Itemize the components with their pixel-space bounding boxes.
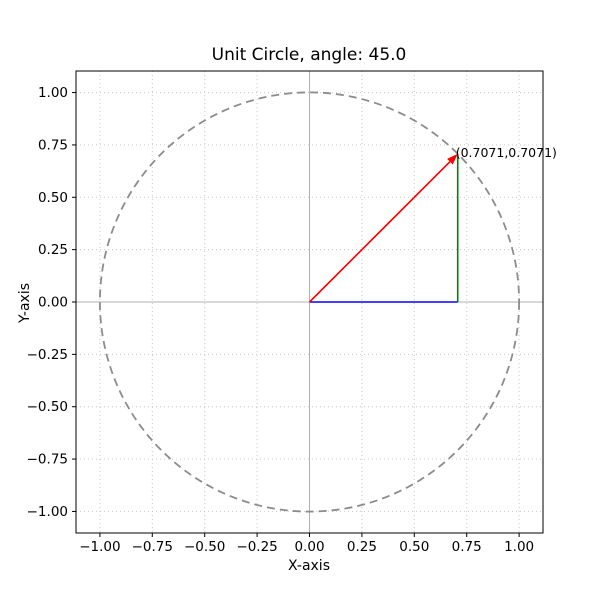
x-tick-label: 1.00 bbox=[504, 539, 534, 555]
x-tick-label: −1.00 bbox=[79, 539, 120, 555]
y-tick-label: −0.75 bbox=[27, 452, 68, 468]
point-annotation: (0.7071,0.7071) bbox=[455, 144, 557, 160]
x-tick-label: 0.75 bbox=[452, 539, 482, 555]
y-axis-label: Y-axis bbox=[17, 283, 33, 323]
y-tick-label: 0.25 bbox=[38, 242, 68, 258]
plot-title: Unit Circle, angle: 45.0 bbox=[211, 45, 407, 65]
x-tick-label: 0.25 bbox=[347, 539, 377, 555]
unit-circle-line bbox=[98, 91, 521, 513]
x-tick-label: −0.25 bbox=[236, 539, 277, 555]
x-tick-label: −0.75 bbox=[132, 539, 173, 555]
y-tick-label: −1.00 bbox=[27, 504, 68, 520]
x-tick-label: 0.50 bbox=[399, 539, 429, 555]
x-tick-label: −0.50 bbox=[184, 539, 225, 555]
y-tick-label: 0.50 bbox=[38, 190, 68, 206]
y-tick-label: 0.75 bbox=[38, 137, 68, 153]
y-tick-label: −0.50 bbox=[27, 399, 68, 415]
x-tick-label: 0.00 bbox=[294, 539, 324, 555]
hypotenuse-arrowhead-icon bbox=[447, 153, 458, 165]
y-tick-label: −0.25 bbox=[27, 347, 68, 363]
x-axis-label: X-axis bbox=[288, 558, 330, 574]
y-tick-label: 0.00 bbox=[38, 295, 68, 311]
y-tick-label: 1.00 bbox=[38, 85, 68, 101]
hypotenuse-line bbox=[308, 161, 451, 303]
